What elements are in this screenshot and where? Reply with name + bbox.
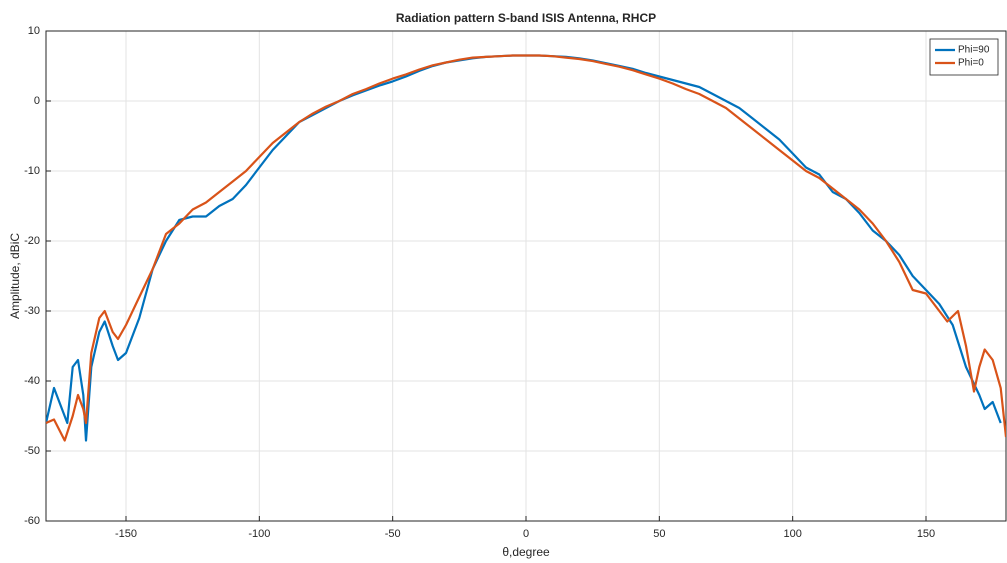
x-tick-label: 0 — [523, 528, 529, 540]
y-tick-label: -60 — [24, 515, 40, 527]
y-tick-label: 0 — [34, 95, 40, 107]
legend-label: Phi=90 — [958, 45, 990, 56]
y-axis-label: Amplitude, dBiC — [8, 233, 22, 319]
x-axis-label: θ,degree — [502, 545, 550, 559]
x-tick-label: -100 — [248, 528, 270, 540]
chart-title: Radiation pattern S-band ISIS Antenna, R… — [396, 11, 656, 25]
x-tick-label: 50 — [653, 528, 665, 540]
y-tick-label: -20 — [24, 235, 40, 247]
y-tick-label: -40 — [24, 375, 40, 387]
y-tick-label: -30 — [24, 305, 40, 317]
y-tick-label: -10 — [24, 165, 40, 177]
x-tick-label: 150 — [917, 528, 935, 540]
x-tick-label: -50 — [385, 528, 401, 540]
x-tick-label: 100 — [783, 528, 801, 540]
y-tick-label: -50 — [24, 445, 40, 457]
legend-box — [929, 38, 999, 76]
series-line — [46, 54, 1006, 442]
x-tick-label: -150 — [115, 528, 137, 540]
plot-frame — [45, 30, 1007, 522]
y-tick-label: 10 — [28, 25, 40, 37]
legend-label: Phi=0 — [958, 58, 984, 69]
